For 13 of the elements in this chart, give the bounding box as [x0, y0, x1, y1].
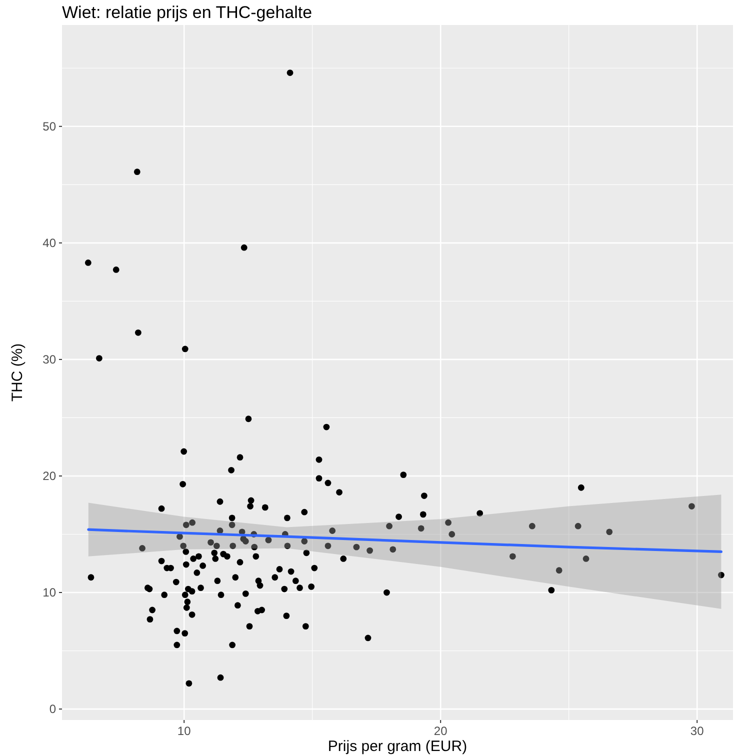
x-axis-title: Prijs per gram (EUR) — [328, 738, 468, 755]
y-tick-label: 20 — [42, 468, 56, 483]
chart-title: Wiet: relatie prijs en THC-gehalte — [62, 3, 312, 22]
x-tick-label: 30 — [690, 724, 704, 738]
y-tick-label: 30 — [42, 352, 56, 366]
line-series — [87, 528, 722, 554]
y-tick-label: 50 — [42, 119, 56, 134]
x-tick-label: 20 — [434, 724, 448, 738]
y-axis-title: THC (%) — [9, 343, 26, 402]
y-tick-label: 40 — [42, 236, 56, 250]
x-tick-label: 10 — [177, 724, 192, 738]
y-tick-label: 10 — [42, 586, 56, 600]
y-tick-label: 0 — [49, 702, 56, 716]
